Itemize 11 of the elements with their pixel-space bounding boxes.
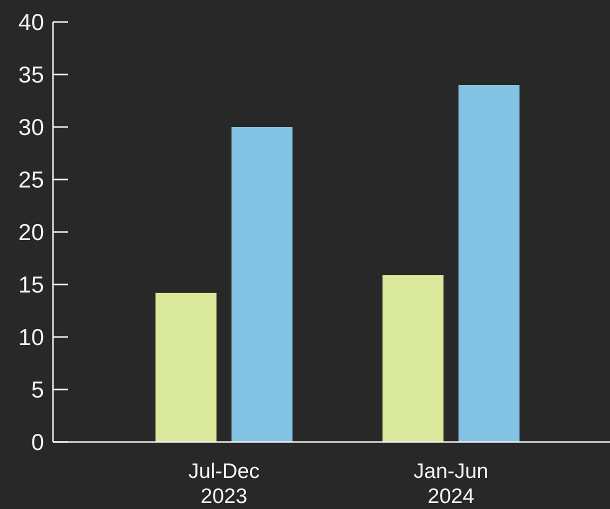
y-tick-label: 10: [18, 324, 44, 350]
y-tick-label: 20: [18, 219, 44, 246]
x-tick-label: Jan-Jun 2024: [414, 460, 488, 508]
y-tick-label: 25: [18, 166, 44, 193]
y-tick-label: 40: [18, 9, 44, 36]
y-tick-label: 0: [31, 429, 44, 456]
y-tick-label: 5: [31, 376, 44, 403]
y-tick-label: 30: [18, 114, 44, 140]
y-tick-label: 35: [18, 62, 44, 88]
x-tick-label: Jul-Dec 2023: [188, 460, 260, 508]
y-tick-label: 15: [18, 272, 44, 298]
